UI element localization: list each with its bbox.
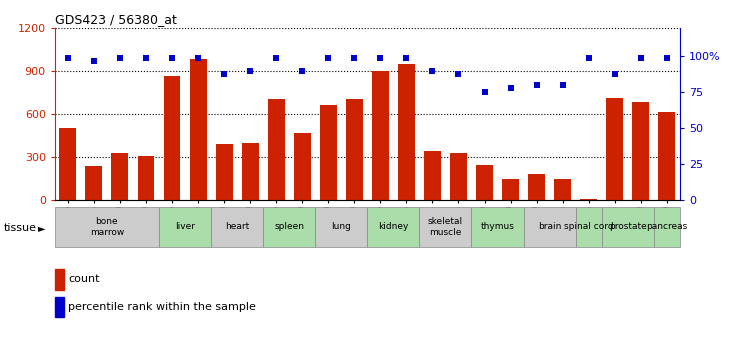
Bar xyxy=(189,59,207,200)
Bar xyxy=(59,128,76,200)
Point xyxy=(452,71,464,76)
Point xyxy=(192,55,204,61)
Point xyxy=(166,55,178,61)
Bar xyxy=(450,152,467,200)
Bar xyxy=(523,207,575,247)
Text: prostate: prostate xyxy=(609,222,647,231)
Point xyxy=(401,55,412,61)
Text: bone
marrow: bone marrow xyxy=(90,217,124,237)
Bar xyxy=(268,99,284,200)
Point xyxy=(583,55,594,61)
Point xyxy=(219,71,230,76)
Text: ►: ► xyxy=(38,223,45,233)
Bar xyxy=(424,151,441,200)
Point xyxy=(531,82,542,88)
Bar xyxy=(606,98,624,200)
Text: kidney: kidney xyxy=(378,222,409,231)
Bar xyxy=(502,179,519,200)
Point xyxy=(635,55,647,61)
Text: heart: heart xyxy=(225,222,249,231)
Point xyxy=(62,55,74,61)
Bar xyxy=(216,144,232,200)
Bar xyxy=(476,165,493,200)
Text: pancreas: pancreas xyxy=(646,222,687,231)
Bar xyxy=(602,207,654,247)
Bar xyxy=(471,207,523,247)
Bar xyxy=(263,207,315,247)
Bar xyxy=(159,207,211,247)
Bar xyxy=(319,105,337,200)
Bar xyxy=(55,207,159,247)
Bar xyxy=(242,142,259,200)
Bar xyxy=(86,166,102,200)
Bar xyxy=(580,199,597,200)
Bar xyxy=(554,179,571,200)
Point xyxy=(322,55,334,61)
Text: thymus: thymus xyxy=(480,222,515,231)
Bar xyxy=(654,207,680,247)
Point xyxy=(270,55,282,61)
Point xyxy=(114,55,126,61)
Bar xyxy=(632,102,649,200)
Point xyxy=(88,58,99,63)
Point xyxy=(609,71,621,76)
Point xyxy=(427,68,439,73)
Text: brain: brain xyxy=(538,222,561,231)
Text: spinal cord: spinal cord xyxy=(564,222,613,231)
Text: percentile rank within the sample: percentile rank within the sample xyxy=(68,302,256,312)
Text: skeletal
muscle: skeletal muscle xyxy=(428,217,463,237)
Point xyxy=(479,90,491,95)
Bar xyxy=(294,132,311,200)
Text: spleen: spleen xyxy=(274,222,304,231)
Bar xyxy=(315,207,367,247)
Bar xyxy=(164,77,181,200)
Point xyxy=(504,85,516,91)
Point xyxy=(244,68,256,73)
Point xyxy=(349,55,360,61)
Bar xyxy=(367,207,420,247)
Text: GDS423 / 56380_at: GDS423 / 56380_at xyxy=(55,13,177,27)
Bar xyxy=(137,156,154,200)
Bar xyxy=(372,71,389,200)
Bar xyxy=(398,63,415,200)
Point xyxy=(296,68,308,73)
Bar xyxy=(575,207,602,247)
Point xyxy=(140,55,152,61)
Bar xyxy=(528,174,545,200)
Point xyxy=(557,82,569,88)
Bar xyxy=(659,112,675,200)
Text: liver: liver xyxy=(175,222,195,231)
Point xyxy=(661,55,673,61)
Point xyxy=(374,55,386,61)
Bar xyxy=(211,207,263,247)
Text: count: count xyxy=(68,275,99,284)
Text: tissue: tissue xyxy=(4,223,37,233)
Bar xyxy=(346,99,363,200)
Bar xyxy=(420,207,471,247)
Text: lung: lung xyxy=(331,222,351,231)
Bar xyxy=(111,152,129,200)
